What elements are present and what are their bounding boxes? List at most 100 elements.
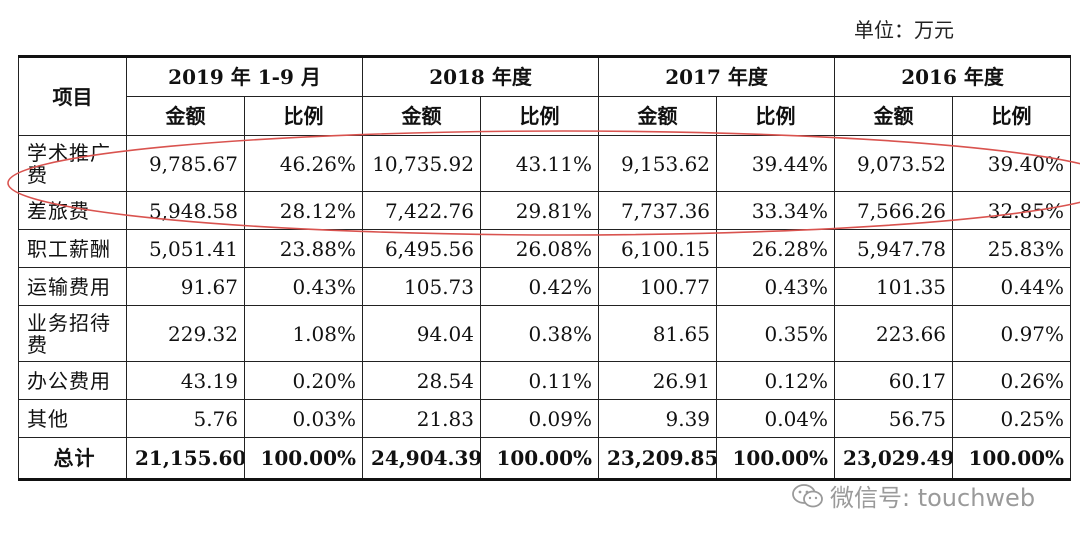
cell-ratio: 100.00% <box>952 437 1072 481</box>
row-label: 学术推广费 <box>18 135 127 192</box>
row-label: 职工薪酬 <box>18 229 127 268</box>
table-row: 学术推广费 9,785.67 46.26% 10,735.92 43.11% 9… <box>18 135 1072 192</box>
cell-ratio: 100.00% <box>244 437 363 481</box>
cell-amount: 9,785.67 <box>126 135 245 192</box>
cell-ratio: 28.12% <box>244 191 363 230</box>
cell-ratio: 0.20% <box>244 361 363 400</box>
cell-ratio: 0.97% <box>952 305 1072 362</box>
cell-amount: 21,155.60 <box>126 437 245 481</box>
cell-ratio: 39.40% <box>952 135 1072 192</box>
amount-header: 金额 <box>362 96 481 136</box>
cell-amount: 7,422.76 <box>362 191 481 230</box>
table-row: 运输费用 91.67 0.43% 105.73 0.42% 100.77 0.4… <box>18 267 1072 306</box>
cell-amount: 43.19 <box>126 361 245 400</box>
cell-amount: 91.67 <box>126 267 245 306</box>
wechat-icon <box>792 483 823 507</box>
cell-amount: 23,029.49 <box>834 437 954 481</box>
cell-amount: 9,073.52 <box>834 135 954 192</box>
cell-ratio: 0.12% <box>716 361 836 400</box>
cell-amount: 60.17 <box>834 361 954 400</box>
cell-amount: 223.66 <box>834 305 954 362</box>
cell-ratio: 100.00% <box>716 437 836 481</box>
period-header: 2017 年度 <box>598 55 836 97</box>
row-label: 业务招待费 <box>18 305 127 362</box>
ratio-header: 比例 <box>952 96 1072 136</box>
cell-ratio: 33.34% <box>716 191 836 230</box>
ratio-header: 比例 <box>716 96 836 136</box>
item-header: 项目 <box>18 55 127 136</box>
cell-ratio: 1.08% <box>244 305 363 362</box>
cell-amount: 6,495.56 <box>362 229 481 268</box>
cell-amount: 7,566.26 <box>834 191 954 230</box>
cell-ratio: 0.35% <box>716 305 836 362</box>
row-label: 差旅费 <box>18 191 127 230</box>
cell-ratio: 0.04% <box>716 399 836 438</box>
cell-amount: 94.04 <box>362 305 481 362</box>
cell-amount: 101.35 <box>834 267 954 306</box>
table-row: 职工薪酬 5,051.41 23.88% 6,495.56 26.08% 6,1… <box>18 229 1072 268</box>
cell-amount: 10,735.92 <box>362 135 481 192</box>
cell-amount: 9.39 <box>598 399 718 438</box>
cell-amount: 105.73 <box>362 267 481 306</box>
cell-amount: 21.83 <box>362 399 481 438</box>
cell-amount: 100.77 <box>598 267 718 306</box>
row-label: 其他 <box>18 399 127 438</box>
cell-ratio: 26.28% <box>716 229 836 268</box>
amount-header: 金额 <box>834 96 954 136</box>
table-row: 差旅费 5,948.58 28.12% 7,422.76 29.81% 7,73… <box>18 191 1072 230</box>
cell-ratio: 0.43% <box>244 267 363 306</box>
cell-ratio: 0.11% <box>479 361 600 400</box>
cell-amount: 5,948.58 <box>126 191 245 230</box>
cell-ratio: 0.03% <box>244 399 363 438</box>
header-row-metrics: 金额 比例 金额 比例 金额 比例 金额 比例 <box>19 96 1072 136</box>
cell-amount: 9,153.62 <box>598 135 718 192</box>
total-label: 总计 <box>18 437 127 481</box>
cell-ratio: 0.25% <box>952 399 1072 438</box>
period-header: 2019 年 1-9 月 <box>126 55 363 97</box>
cell-ratio: 0.44% <box>952 267 1072 306</box>
cell-ratio: 43.11% <box>479 135 600 192</box>
watermark: 微信号: touchweb <box>792 478 1035 513</box>
cell-ratio: 0.42% <box>479 267 600 306</box>
row-label: 运输费用 <box>18 267 127 306</box>
cell-ratio: 0.43% <box>716 267 836 306</box>
ratio-header: 比例 <box>244 96 363 136</box>
amount-header: 金额 <box>598 96 718 136</box>
cell-ratio: 46.26% <box>244 135 363 192</box>
ratio-header: 比例 <box>479 96 600 136</box>
table-row: 业务招待费 229.32 1.08% 94.04 0.38% 81.65 0.3… <box>18 305 1072 362</box>
cell-ratio: 32.85% <box>952 191 1072 230</box>
cell-amount: 5,051.41 <box>126 229 245 268</box>
cell-amount: 6,100.15 <box>598 229 718 268</box>
cell-ratio: 100.00% <box>479 437 600 481</box>
cell-ratio: 23.88% <box>244 229 363 268</box>
cell-amount: 56.75 <box>834 399 954 438</box>
cell-amount: 7,737.36 <box>598 191 718 230</box>
cell-ratio: 29.81% <box>479 191 600 230</box>
cell-amount: 23,209.85 <box>598 437 718 481</box>
unit-label: 单位：万元 <box>854 18 954 42</box>
table-row: 其他 5.76 0.03% 21.83 0.09% 9.39 0.04% 56.… <box>18 399 1072 438</box>
cell-amount: 5,947.78 <box>834 229 954 268</box>
expense-table: 项目 2019 年 1-9 月 2018 年度 2017 年度 2016 年度 … <box>18 55 1072 481</box>
table-row: 办公费用 43.19 0.20% 28.54 0.11% 26.91 0.12%… <box>18 361 1072 400</box>
cell-amount: 26.91 <box>598 361 718 400</box>
watermark-text: 微信号: touchweb <box>830 484 1036 512</box>
cell-amount: 229.32 <box>126 305 245 362</box>
cell-ratio: 26.08% <box>479 229 600 268</box>
total-row: 总计 21,155.60 100.00% 24,904.39 100.00% 2… <box>18 437 1072 481</box>
cell-amount: 24,904.39 <box>362 437 481 481</box>
cell-ratio: 0.09% <box>479 399 600 438</box>
period-header: 2016 年度 <box>834 55 1072 97</box>
cell-ratio: 0.38% <box>479 305 600 362</box>
cell-amount: 28.54 <box>362 361 481 400</box>
cell-ratio: 0.26% <box>952 361 1072 400</box>
header-row-periods: 项目 2019 年 1-9 月 2018 年度 2017 年度 2016 年度 <box>18 55 1072 136</box>
amount-header: 金额 <box>126 96 245 136</box>
cell-ratio: 25.83% <box>952 229 1072 268</box>
cell-amount: 81.65 <box>598 305 718 362</box>
row-label: 办公费用 <box>18 361 127 400</box>
cell-ratio: 39.44% <box>716 135 836 192</box>
cell-amount: 5.76 <box>126 399 245 438</box>
period-header: 2018 年度 <box>361 55 600 97</box>
